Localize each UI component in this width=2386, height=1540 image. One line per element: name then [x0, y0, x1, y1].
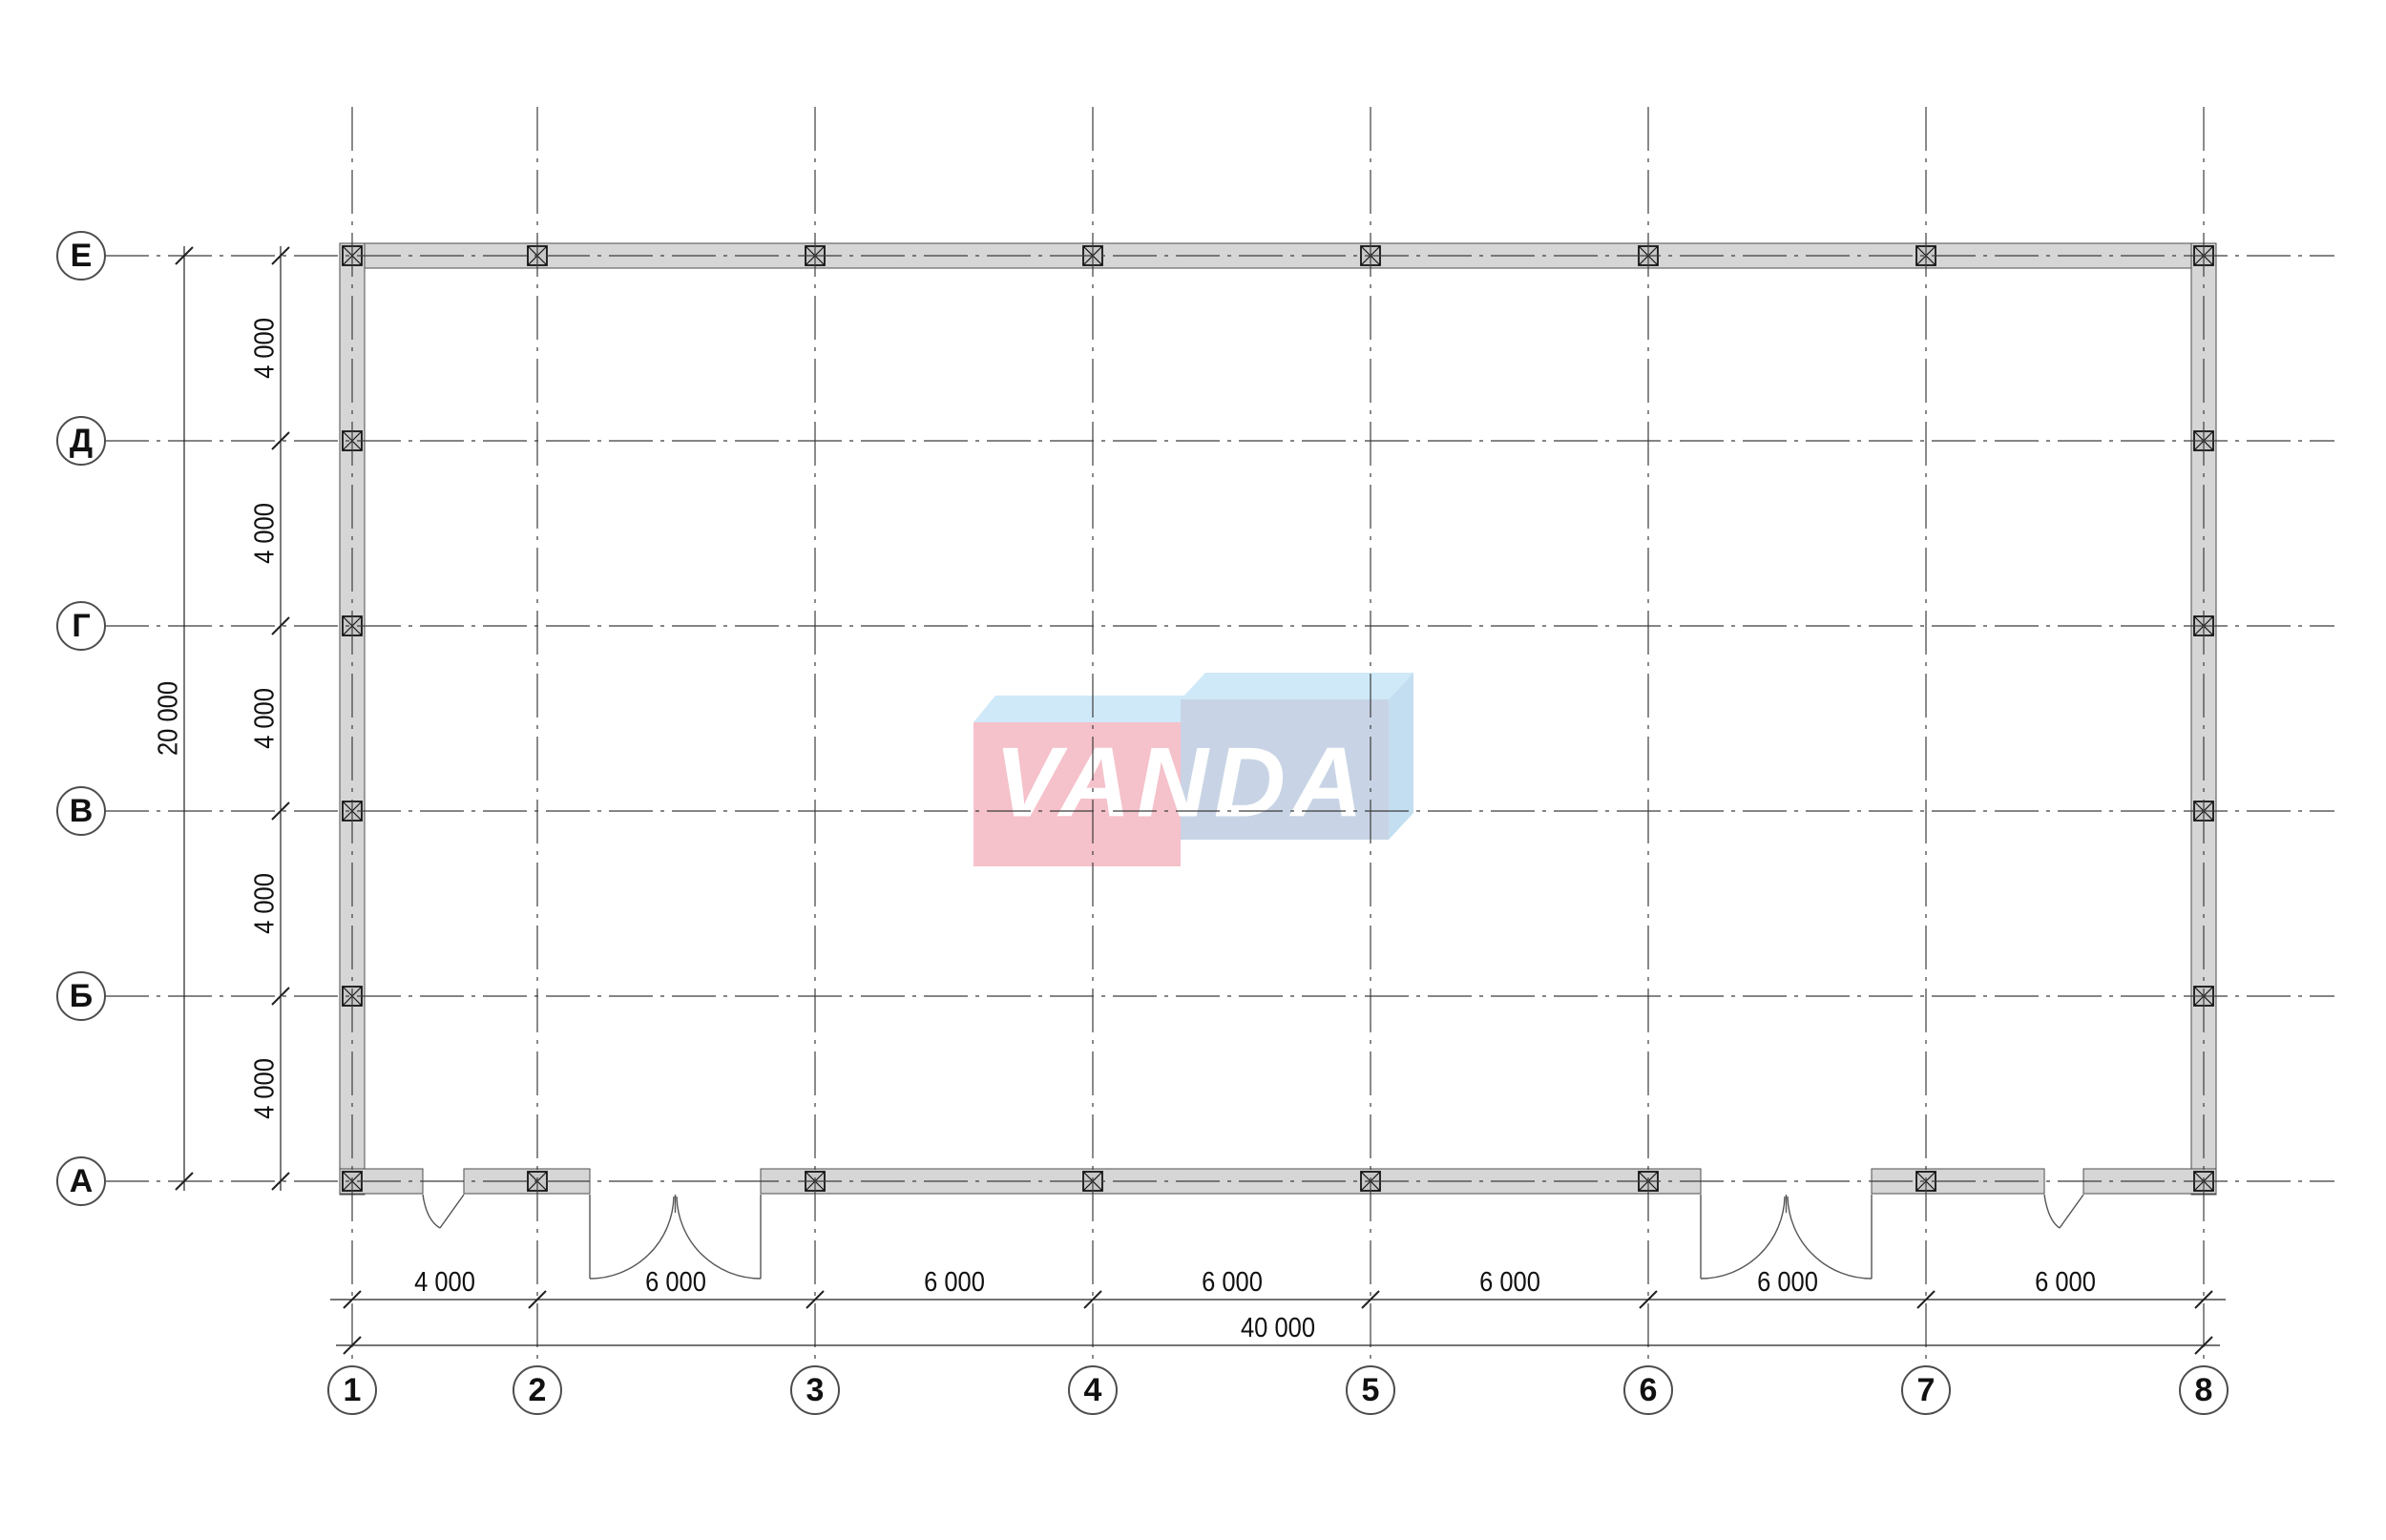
dimension-ticks	[175, 246, 2213, 1355]
dim-tick	[2194, 1336, 2213, 1355]
dim-text-overall-height: 20 000	[153, 680, 184, 757]
dim-tick	[1639, 1290, 1658, 1309]
dim-text-bay: 6 000	[1757, 1267, 1818, 1298]
row-axis-label: В	[69, 792, 94, 829]
logo-blue-box	[1181, 699, 1389, 840]
dim-tick	[175, 1172, 194, 1191]
grid-lines	[105, 107, 2334, 1365]
col-axis-label: 6	[1639, 1371, 1658, 1408]
dim-text-bay: 4 000	[249, 688, 281, 749]
dim-tick	[806, 1290, 825, 1309]
row-axis-bubble-2: Д	[56, 416, 106, 466]
col-axis-label: 2	[528, 1371, 547, 1408]
dimension-lines	[183, 246, 2226, 1346]
door-leaf	[439, 1194, 465, 1229]
dim-text-bay: 4 000	[249, 873, 281, 934]
logo-blue-box-top-flap	[1181, 673, 1413, 699]
dim-text-bay: 6 000	[924, 1267, 985, 1298]
dim-tick	[343, 1290, 362, 1309]
dim-tick	[271, 431, 290, 450]
col-axis-bubble-2: 2	[513, 1365, 562, 1415]
dim-text-bay: 4 000	[249, 1058, 281, 1119]
row-axis-label: А	[69, 1162, 94, 1199]
dim-text-bay: 6 000	[1202, 1267, 1263, 1298]
row-axis-bubble-4: В	[56, 786, 106, 836]
door-swing-arc	[422, 1194, 441, 1229]
col-axis-bubble-1: 1	[327, 1365, 377, 1415]
row-axis-label: Г	[72, 607, 91, 644]
door-small-left	[422, 1194, 465, 1229]
door-double-right	[1700, 1195, 1873, 1280]
door-swing-arc	[2043, 1194, 2061, 1229]
dim-tick	[271, 1172, 290, 1191]
col-axis-label: 1	[343, 1371, 362, 1408]
col-axis-bubble-7: 7	[1901, 1365, 1951, 1415]
col-axis-bubble-3: 3	[790, 1365, 840, 1415]
dim-text-bay: 6 000	[645, 1267, 706, 1298]
row-axis-label: Е	[70, 237, 93, 274]
door-swing-arc	[1787, 1196, 1873, 1280]
dim-tick	[1916, 1290, 1936, 1309]
dim-text-bay: 4 000	[414, 1267, 475, 1298]
logo-pink-box-top-flap	[973, 696, 1203, 722]
row-axis-bubble-6: А	[56, 1156, 106, 1206]
col-axis-bubble-6: 6	[1623, 1365, 1673, 1415]
door-swing-arc	[1700, 1196, 1786, 1280]
dim-text-bay: 4 000	[249, 318, 281, 379]
row-axis-bubble-5: Б	[56, 971, 106, 1021]
dim-tick	[271, 987, 290, 1006]
col-axis-bubble-8: 8	[2179, 1365, 2229, 1415]
logo-wordmark: VANDA	[994, 727, 1370, 839]
dim-text-bay: 6 000	[2035, 1267, 2096, 1298]
dim-tick	[528, 1290, 547, 1309]
logo-blue-box-side-flap	[1389, 673, 1413, 840]
row-axis-bubble-3: Г	[56, 601, 106, 651]
logo-boxes	[973, 673, 1413, 866]
row-axis-bubble-1: Е	[56, 231, 106, 281]
dim-tick	[1083, 1290, 1102, 1309]
row-axis-label: Д	[69, 422, 94, 459]
col-axis-label: 8	[2194, 1371, 2213, 1408]
col-axis-label: 5	[1361, 1371, 1380, 1408]
col-axis-label: 7	[1916, 1371, 1936, 1408]
col-axis-label: 3	[806, 1371, 825, 1408]
row-axis-label: Б	[69, 977, 94, 1014]
dim-text-bay: 6 000	[1479, 1267, 1540, 1298]
col-axis-bubble-4: 4	[1068, 1365, 1118, 1415]
dim-tick	[271, 801, 290, 821]
dim-tick	[175, 246, 194, 265]
dim-tick	[1361, 1290, 1380, 1309]
dim-tick	[271, 246, 290, 265]
door-swing-arc	[676, 1196, 762, 1280]
dim-text-overall-width: 40 000	[1240, 1313, 1316, 1343]
dim-tick	[2194, 1290, 2213, 1309]
column-markers	[342, 245, 2214, 1192]
logo-pink-box	[973, 722, 1181, 866]
dim-tick	[271, 616, 290, 635]
dim-text-bay: 4 000	[249, 503, 281, 564]
door-small-right	[2043, 1194, 2084, 1229]
col-axis-label: 4	[1083, 1371, 1102, 1408]
dim-tick	[343, 1336, 362, 1355]
door-double-left	[589, 1195, 762, 1280]
door-leaf	[2059, 1194, 2084, 1229]
door-swing-arc	[589, 1196, 675, 1280]
col-axis-bubble-5: 5	[1346, 1365, 1395, 1415]
